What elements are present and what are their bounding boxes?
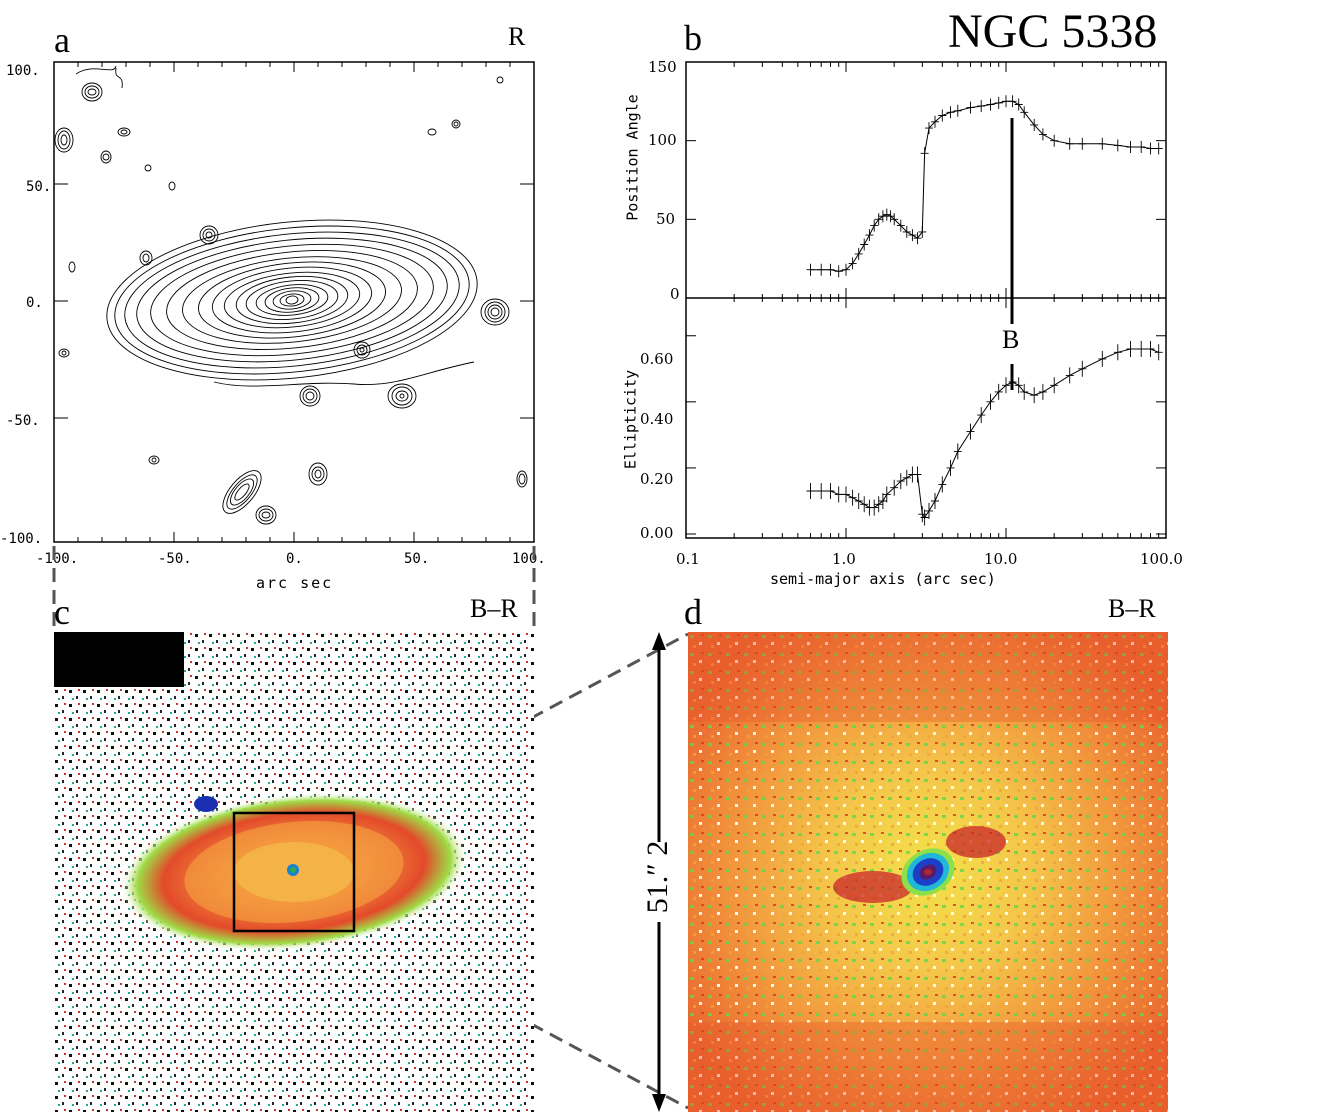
- ell-ylabel: Ellipticity: [621, 369, 640, 470]
- ell-ytick-040: 0.40: [640, 410, 674, 428]
- figure-title: NGC 5338: [948, 5, 1158, 58]
- b-xtick-10: 10.0: [984, 550, 1018, 568]
- b-xlabel: semi-major axis (arc sec): [770, 570, 996, 588]
- pa-ytick-100: 100: [648, 131, 677, 149]
- ell-ytick-020: 0.20: [640, 470, 674, 488]
- panel-a-ytick-50: 50.: [26, 179, 52, 195]
- panel-a-ytick-m50: -50.: [6, 413, 40, 429]
- bar-marker-label: B: [1002, 325, 1020, 354]
- ell-ytick-000: 0.00: [640, 524, 674, 542]
- ellipticity-line: [810, 348, 1159, 519]
- panel-a-xtick-50: 50.: [404, 551, 430, 567]
- panel-a-ytick-m100: -100.: [0, 531, 43, 547]
- panel-a-letter: a: [54, 20, 70, 60]
- scale-label: 51.″ 2: [641, 840, 674, 914]
- contour-map: [53, 61, 535, 543]
- pa-ytick-150: 150: [648, 58, 677, 76]
- color-map-wide: [54, 632, 534, 1112]
- scale-arrow: [652, 632, 666, 1112]
- position-angle-line: [810, 100, 1159, 272]
- b-xtick-01: 0.1: [676, 550, 700, 568]
- panel-a-xlabel: arc sec: [256, 574, 334, 592]
- panel-a-xtick-m100: -100.: [36, 551, 79, 567]
- panel-a-xtick-m50: -50.: [158, 551, 192, 567]
- profile-axis-ticks: [685, 61, 1167, 538]
- panel-a-band: R: [508, 22, 526, 51]
- pa-ytick-0: 0: [670, 285, 680, 303]
- b-xtick-100: 100.0: [1140, 550, 1183, 568]
- panel-d-letter: d: [684, 592, 702, 632]
- panel-c-band: B–R: [470, 594, 518, 623]
- ellipticity-series: [806, 341, 1163, 526]
- pa-ylabel: Position Angle: [623, 94, 642, 221]
- panel-a-ytick-0: 0.: [26, 295, 43, 311]
- ell-ytick-060: 0.60: [640, 350, 674, 368]
- panel-a-xtick-0: 0.: [286, 551, 303, 567]
- panel-b-letter: b: [684, 18, 702, 58]
- color-map-zoom: [688, 632, 1168, 1112]
- b-xtick-1: 1.0: [832, 550, 856, 568]
- panel-a-ytick-100: 100.: [6, 63, 40, 79]
- pa-ytick-50: 50: [656, 210, 676, 228]
- position-angle-series: [806, 95, 1163, 278]
- panel-d-band: B–R: [1108, 594, 1156, 623]
- panel-c-letter: c: [54, 592, 70, 632]
- profile-plot: [685, 61, 1167, 539]
- panel-a-xtick-100: 100.: [512, 551, 546, 567]
